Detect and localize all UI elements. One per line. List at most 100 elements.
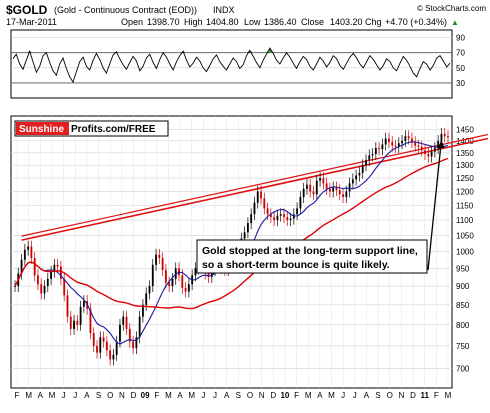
candle-body — [119, 324, 121, 342]
rsi-tick-label: 30 — [456, 79, 465, 88]
candle-body — [40, 284, 43, 294]
price-tick-label: 750 — [456, 342, 470, 351]
candle-body — [69, 316, 72, 329]
symbol-title: $GOLD — [6, 3, 48, 17]
month-tick-label: M — [305, 391, 312, 400]
candle-body — [401, 140, 403, 144]
rsi-overbought-fill — [116, 51, 120, 53]
month-tick-label: O — [247, 391, 253, 400]
candle-body — [437, 140, 440, 148]
candle-body — [296, 208, 299, 215]
candle-body — [135, 337, 138, 349]
price-tick-label: 700 — [456, 365, 470, 374]
candle-body — [424, 150, 426, 155]
candle-body — [328, 188, 331, 192]
rsi-line — [12, 47, 451, 84]
candle-body — [256, 191, 259, 203]
candle-body — [440, 133, 443, 141]
month-tick-label: M — [165, 391, 172, 400]
month-tick-label: J — [341, 391, 345, 400]
candle-body — [355, 175, 358, 180]
month-tick-label: N — [259, 391, 265, 400]
candle-body — [378, 147, 381, 150]
candle-body — [276, 215, 279, 221]
candle-body — [345, 191, 348, 198]
open-value: 1398.70 — [147, 17, 180, 27]
candle-body — [306, 184, 308, 189]
candle-body — [66, 295, 69, 317]
month-tick-label: J — [62, 391, 66, 400]
price-tick-label: 1150 — [456, 202, 474, 211]
high-label: High — [184, 17, 203, 27]
candle-body — [14, 286, 16, 287]
change-value: +4.70 (+0.34%) — [385, 17, 447, 27]
candle-body — [319, 178, 321, 181]
candle-body — [443, 133, 446, 137]
month-tick-label: F — [294, 391, 299, 400]
price-tick-label: 900 — [456, 282, 470, 291]
candle-body — [365, 160, 367, 166]
price-tick-label: 800 — [456, 321, 470, 330]
rsi-frame — [10, 29, 453, 99]
candle-body — [322, 178, 325, 184]
candle-body — [266, 208, 269, 215]
month-tick-label: A — [364, 391, 370, 400]
candle-body — [361, 165, 364, 173]
annotation-line-2: so a short-term bounce is quite likely. — [202, 259, 390, 271]
candle-body — [207, 273, 210, 278]
logo-text-sunshine: Sunshine — [19, 124, 64, 135]
candle-body — [315, 180, 318, 195]
price-tick-label: 1300 — [456, 161, 474, 170]
month-tick-label: O — [387, 391, 393, 400]
month-tick-label: 09 — [141, 391, 150, 400]
candle-body — [79, 306, 82, 325]
month-tick-label: A — [177, 391, 183, 400]
month-tick-label: S — [375, 391, 380, 400]
candle-body — [151, 264, 154, 287]
exchange-label: INDX — [213, 5, 235, 15]
candle-body — [348, 183, 351, 192]
price-tick-label: 1400 — [456, 137, 474, 146]
candle-body — [302, 188, 305, 198]
candle-body — [89, 308, 92, 334]
month-tick-label: S — [96, 391, 101, 400]
month-tick-label: N — [399, 391, 405, 400]
candle-body — [99, 337, 102, 353]
candle-body — [342, 194, 344, 198]
month-tick-label: 11 — [420, 391, 429, 400]
close-value: 1403.20 — [330, 17, 363, 27]
support-line-upper — [21, 133, 489, 237]
month-tick-label: S — [236, 391, 241, 400]
candle-body — [283, 214, 285, 218]
candle-body — [417, 145, 420, 147]
candle-body — [312, 191, 315, 195]
candle-body — [243, 232, 246, 239]
month-tick-label: F — [15, 391, 20, 400]
candle-body — [374, 147, 377, 155]
month-tick-label: F — [154, 391, 159, 400]
candle-body — [335, 187, 338, 191]
candle-body — [43, 286, 46, 294]
candle-body — [27, 246, 30, 250]
candle-body — [115, 341, 118, 355]
month-tick-label: A — [84, 391, 90, 400]
candle-body — [76, 320, 79, 325]
candle-body — [148, 286, 151, 294]
candle-body — [289, 218, 292, 221]
sunshine-profits-logo: Sunshine Profits.com/FREE — [14, 120, 169, 137]
rsi-overbought-fill — [266, 48, 270, 53]
candle-body — [394, 145, 397, 147]
candle-body — [125, 316, 128, 329]
rsi-axis-labels: 90 70 50 30 — [456, 34, 465, 88]
month-tick-label: A — [224, 391, 230, 400]
month-tick-label: M — [445, 391, 452, 400]
candle-body — [102, 337, 105, 342]
arrow-head-icon — [437, 139, 445, 149]
support-line-lower — [21, 137, 489, 241]
candle-body — [60, 266, 62, 279]
candle-body — [407, 136, 410, 139]
candle-body — [63, 278, 66, 296]
month-tick-label: J — [213, 391, 217, 400]
candle-body — [371, 154, 374, 156]
